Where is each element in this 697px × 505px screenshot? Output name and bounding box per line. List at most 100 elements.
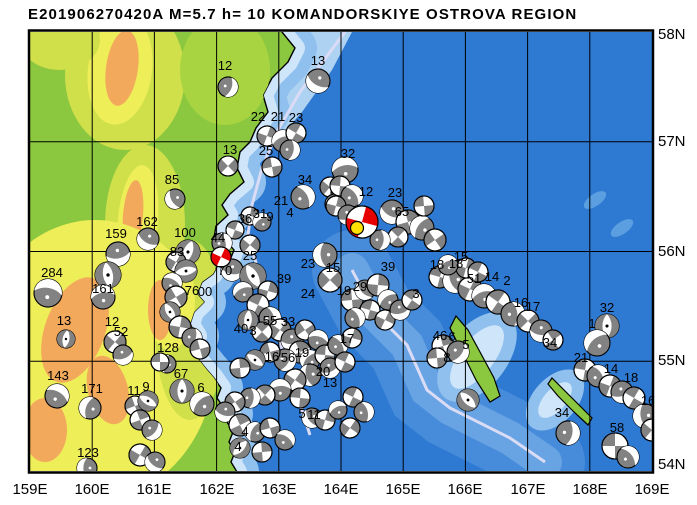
depth-label: 33 <box>281 314 295 329</box>
red-foreshock-ball <box>210 246 232 268</box>
depth-label: 16 <box>641 393 655 408</box>
depth-label: 23 <box>388 185 402 200</box>
focal-mechanism-ball <box>312 242 338 268</box>
depth-label: 22 <box>251 109 265 124</box>
island <box>449 314 501 403</box>
depth-label: 8 <box>443 350 450 365</box>
depth-label: 11 <box>127 383 141 398</box>
focal-mechanism-ball <box>217 76 239 98</box>
lon-label: 169E <box>634 481 669 498</box>
map-frame <box>27 29 655 474</box>
focal-mechanism-ball <box>229 437 251 459</box>
depth-label: 83 <box>170 244 184 259</box>
depth-label: 24 <box>301 286 315 301</box>
lon-label: 167E <box>510 481 545 498</box>
depth-label: 6 <box>197 380 204 395</box>
depth-label: 9 <box>142 379 149 394</box>
focal-mechanism-ball <box>317 267 343 293</box>
depth-label: 123 <box>77 445 99 460</box>
depth-label: 13 <box>223 142 237 157</box>
depth-label: 65 <box>395 204 409 219</box>
topo-patch <box>105 32 139 106</box>
depth-label: 56 <box>281 350 295 365</box>
focal-mechanism-ball <box>542 329 564 351</box>
focal-mechanism-ball <box>189 391 215 417</box>
depth-label: 171 <box>81 381 103 396</box>
focal-mechanism-ball <box>413 195 435 217</box>
depth-label: 9 <box>266 209 273 224</box>
depth-label: 29 <box>353 279 367 294</box>
focal-mechanism-ball <box>555 420 581 446</box>
lat-label: 58N <box>658 26 686 43</box>
depth-label: 20 <box>316 364 330 379</box>
lon-label: 168E <box>572 481 607 498</box>
focal-mechanism-ball <box>467 261 489 283</box>
depth-label: 13 <box>323 375 337 390</box>
focal-mechanism-ball <box>150 352 170 372</box>
focal-mechanism-ball <box>369 229 391 251</box>
depth-label: 21 <box>271 109 285 124</box>
depth-label: 161 <box>92 281 114 296</box>
focal-mechanism-ball <box>334 351 356 373</box>
depth-label: 21 <box>274 193 288 208</box>
focal-mechanism-ball <box>251 441 273 463</box>
lat-label: 57N <box>658 133 686 150</box>
depth-label: 17 <box>526 299 540 314</box>
depth-label: 25 <box>259 143 273 158</box>
depth-label: 12 <box>105 314 119 329</box>
focal-mechanism-ball <box>340 184 364 208</box>
focal-mechanism-ball <box>456 388 480 412</box>
depth-label: 2 <box>503 273 510 288</box>
lon-label: 164E <box>323 481 358 498</box>
focal-mechanism-ball <box>274 429 296 451</box>
depth-label: 44 <box>211 230 225 245</box>
focal-mechanism-ball <box>90 284 116 310</box>
depth-label: 14 <box>604 361 618 376</box>
focal-mechanism-ball <box>437 254 459 276</box>
depth-label: 19 <box>337 283 351 298</box>
focal-mechanism-ball <box>374 309 396 331</box>
focal-mechanism-ball <box>56 329 76 349</box>
focal-mechanism-ball <box>112 344 134 366</box>
depth-label: 12 <box>218 58 232 73</box>
depth-label: 39 <box>277 271 291 286</box>
lon-label: 161E <box>136 481 171 498</box>
depth-label: 40 <box>234 321 248 336</box>
focal-mechanism-ball <box>252 212 272 232</box>
depth-label: 34 <box>555 405 569 420</box>
lon-label: 160E <box>74 481 109 498</box>
focal-mechanism-ball <box>290 184 316 210</box>
depth-label: 23 <box>289 110 303 125</box>
focal-mechanism-ball <box>217 155 239 177</box>
lat-label: 56N <box>658 243 686 260</box>
depth-label: 3 <box>249 323 256 338</box>
epicenter-dot <box>349 220 365 236</box>
focal-mechanism-ball <box>616 445 640 469</box>
depth-label: 34 <box>298 172 312 187</box>
focal-mechanism-ball <box>237 309 259 331</box>
lon-label: 159E <box>12 481 47 498</box>
focal-mechanism-ball <box>353 401 375 423</box>
focal-mechanism-ball <box>516 309 540 333</box>
depth-label: 67 <box>174 366 188 381</box>
focal-mechanism-ball <box>136 227 160 251</box>
depth-label: 13 <box>311 53 325 68</box>
lon-label: 165E <box>385 481 420 498</box>
focal-mechanism-ball <box>344 307 366 329</box>
focal-mechanism-ball <box>583 329 611 357</box>
depth-label: 34 <box>543 335 557 350</box>
depth-label: 70 <box>218 263 232 278</box>
depth-label: 18 <box>449 256 463 271</box>
focal-mechanism-ball <box>214 401 236 423</box>
depth-label: 32 <box>341 146 355 161</box>
depth-label: 21 <box>574 350 588 365</box>
focal-mechanism-ball <box>144 451 166 471</box>
depth-label: 17 <box>340 331 354 346</box>
focal-mechanism-ball <box>261 156 283 178</box>
depth-label: 76 <box>185 283 199 298</box>
depth-label: 16 <box>514 295 528 310</box>
depth-label: 12 <box>359 184 373 199</box>
